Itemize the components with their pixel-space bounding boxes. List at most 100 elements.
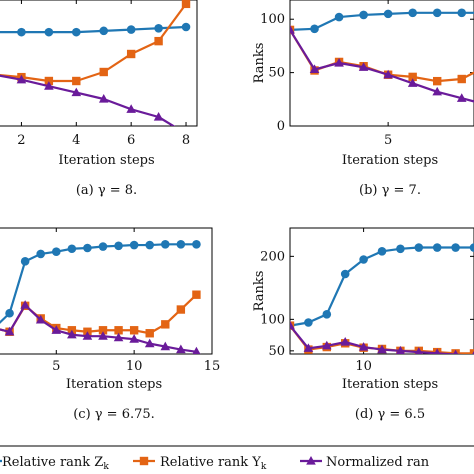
data-point: [145, 329, 154, 338]
data-point: [340, 269, 350, 279]
data-point: [176, 240, 186, 249]
series-group: [290, 243, 474, 354]
data-point: [144, 338, 155, 348]
data-point: [434, 348, 441, 354]
data-point: [98, 331, 108, 340]
data-point: [304, 318, 313, 327]
panel-caption: (a) γ = 8.: [76, 183, 137, 198]
legend-label: Normalized ran: [326, 455, 430, 470]
data-point: [113, 332, 124, 342]
y-tick-label: 100: [260, 12, 285, 27]
data-point: [51, 247, 61, 257]
data-point: [433, 76, 442, 86]
data-point: [153, 112, 164, 121]
data-point: [176, 305, 186, 314]
data-point: [126, 104, 136, 113]
data-point: [126, 25, 136, 34]
x-tick-label: 10: [355, 359, 372, 374]
panel-caption: (c) γ = 6.75.: [73, 407, 155, 422]
data-point: [71, 87, 82, 97]
series-line-purple: [0, 74, 176, 126]
data-point: [432, 243, 442, 252]
plot-frame: [289, 0, 474, 127]
data-point: [457, 8, 467, 18]
data-point: [98, 326, 108, 335]
data-point: [160, 341, 171, 351]
data-point: [395, 345, 405, 354]
x-tick-label: 8: [182, 133, 190, 148]
x-tick-label: 5: [52, 359, 60, 374]
x-tick-label: 5: [384, 133, 392, 148]
data-point: [82, 331, 93, 340]
y-tick-label: 50: [268, 344, 285, 359]
data-point: [414, 347, 423, 354]
x-axis-label: Iteration steps: [66, 377, 162, 392]
data-point: [290, 24, 295, 34]
data-point: [432, 86, 442, 96]
data-point: [383, 69, 393, 79]
legend-marker: [306, 456, 316, 465]
panel-caption: (d) γ = 6.5: [355, 407, 425, 422]
data-point: [309, 64, 320, 74]
data-point: [359, 10, 368, 20]
series-group: [0, 240, 201, 354]
x-tick-label: 10: [126, 359, 143, 374]
y-axis-label: Ranks: [252, 271, 267, 312]
data-point: [99, 26, 109, 36]
y-axis-label: Ranks: [252, 43, 267, 84]
data-point: [44, 27, 54, 37]
data-point: [114, 241, 123, 251]
legend: Relative rank Zk Relative rank Yk Normaliz…: [0, 445, 474, 472]
data-point: [44, 76, 54, 86]
data-point: [383, 9, 393, 19]
data-point: [36, 249, 46, 259]
y-tick-label: 100: [260, 312, 285, 327]
data-point: [35, 314, 46, 324]
chart-panel-3: 5 10 15 Iteration steps (c) γ = 6.75.: [0, 227, 221, 422]
data-point: [456, 93, 467, 102]
data-point: [310, 24, 319, 34]
data-point: [17, 27, 26, 37]
series-group: [290, 8, 474, 103]
data-point: [377, 344, 387, 354]
data-point: [181, 22, 191, 32]
data-point: [407, 78, 418, 87]
data-point: [192, 290, 201, 299]
legend-item-2: Relative rank Yk: [133, 455, 267, 472]
legend-box: [0, 445, 474, 447]
data-point: [67, 244, 77, 254]
legend-marker: [139, 456, 149, 466]
y-tick-label: 50: [268, 66, 285, 81]
data-point: [176, 344, 186, 354]
chart-panel-1: 2 4 6 8 Iteration steps (a) γ = 8.: [0, 0, 198, 198]
series-line-blue: [0, 243, 197, 324]
data-point: [154, 23, 163, 33]
data-point: [98, 242, 108, 251]
data-point: [161, 320, 170, 329]
data-point: [4, 326, 15, 336]
x-tick-label: 15: [204, 359, 221, 374]
data-point: [358, 342, 369, 351]
data-point: [16, 74, 27, 84]
series-group: [0, 0, 191, 126]
data-point: [114, 326, 123, 335]
data-point: [408, 8, 417, 18]
data-point: [432, 8, 442, 18]
data-point: [129, 240, 139, 250]
chart-panel-4: 10 50 100 200 Iteration steps Ranks (d) γ = 6.…: [252, 227, 474, 422]
data-point: [67, 329, 77, 339]
data-point: [145, 240, 155, 250]
data-point: [20, 300, 30, 309]
data-point: [44, 81, 54, 90]
series-line-blue: [290, 246, 474, 327]
data-point: [160, 240, 170, 249]
legend-label: Relative rank Zk: [2, 455, 109, 472]
data-point: [451, 243, 460, 252]
data-point: [359, 255, 368, 264]
data-point: [129, 334, 139, 343]
y-tick-label: 0: [277, 119, 285, 134]
data-point: [20, 257, 30, 266]
panel-caption: (b) γ = 7.: [359, 183, 421, 198]
